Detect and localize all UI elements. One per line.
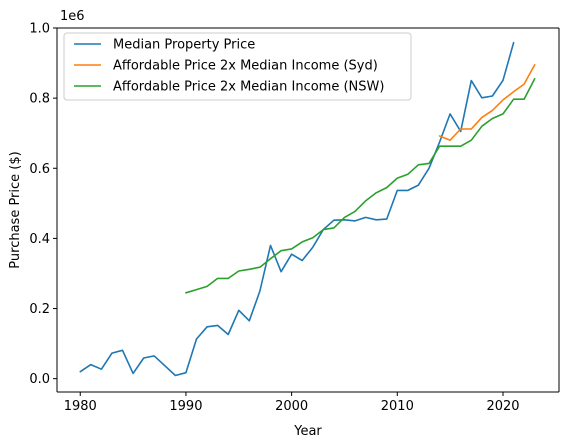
series-group <box>79 41 536 377</box>
x-tick-label: 2000 <box>275 399 308 414</box>
x-tick-label: 1990 <box>169 399 202 414</box>
y-tick-label: 0.8 <box>29 92 50 107</box>
series-line-2 <box>185 78 536 294</box>
series-line-1 <box>438 64 536 141</box>
y-tick-label: 0.4 <box>29 232 50 247</box>
y-offset-label: 1e6 <box>60 9 85 24</box>
y-tick-label: 1.0 <box>29 22 50 37</box>
y-tick-label: 0.2 <box>29 302 50 317</box>
legend-frame <box>63 32 412 101</box>
legend: Median Property Price Affordable Price 2x… <box>63 32 412 101</box>
ticks-group: 1980 1990 2000 2010 2020 0.0 0.2 0.4 0.6 0.8 1.0 <box>29 22 519 415</box>
y-tick-label: 0.0 <box>29 372 50 387</box>
y-axis-title: Purchase Price ($) <box>8 151 23 268</box>
legend-label-1: Affordable Price 2x Median Income (Syd) <box>113 59 378 74</box>
legend-label-2: Affordable Price 2x Median Income (NSW) <box>113 80 384 95</box>
x-tick-label: 2020 <box>486 399 519 414</box>
legend-label-0: Median Property Price <box>113 38 255 53</box>
x-tick-label: 2010 <box>381 399 414 414</box>
x-axis-title: Year <box>293 424 322 439</box>
axes-group <box>56 27 560 393</box>
y-tick-label: 0.6 <box>29 162 50 177</box>
x-tick-label: 1980 <box>64 399 97 414</box>
